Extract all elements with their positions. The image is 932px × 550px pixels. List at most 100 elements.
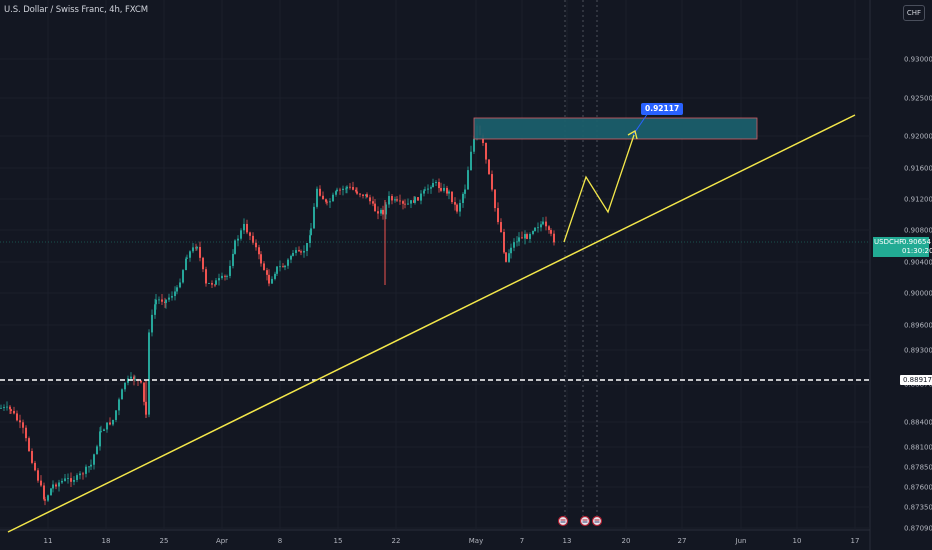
candle-body — [103, 429, 105, 431]
price-tick-label: 0.92500 — [904, 95, 932, 103]
event-icon-stripe — [560, 519, 566, 521]
time-tick-label: 25 — [160, 537, 169, 545]
ascending-trendline — [7, 114, 856, 533]
candle-body — [232, 253, 234, 266]
candle-body — [391, 196, 393, 201]
price-tick-label: 0.87600 — [904, 484, 932, 492]
candle-body — [58, 482, 60, 487]
candle-body — [298, 250, 300, 252]
event-icon-stripe — [594, 521, 600, 523]
candle-body — [274, 273, 276, 279]
candle-body — [440, 188, 442, 191]
candle-body — [526, 234, 528, 239]
economic-event-icon[interactable] — [579, 515, 591, 527]
candle-body — [189, 251, 191, 258]
candle-body — [215, 280, 217, 285]
candle-body — [432, 182, 434, 188]
candle-body — [322, 195, 324, 200]
candle-body — [43, 485, 45, 500]
candle-body — [140, 380, 142, 383]
event-icon-stripe — [582, 519, 588, 521]
candle-body — [79, 473, 81, 476]
price-tick-label: 0.91200 — [904, 196, 932, 204]
candle-body — [377, 211, 379, 214]
price-tick-label: 0.89600 — [904, 322, 932, 330]
candle-body — [553, 233, 555, 243]
candle-body — [355, 189, 357, 192]
candle-body — [451, 191, 453, 203]
candle-body — [394, 199, 396, 201]
candle-body — [456, 204, 458, 212]
candle-body — [28, 438, 30, 452]
candle-body — [176, 287, 178, 292]
candle-body — [100, 430, 102, 432]
candle-body — [76, 475, 78, 480]
candle-body — [372, 201, 374, 204]
candle-body — [246, 223, 248, 233]
candle-body — [349, 186, 351, 188]
candle-body — [325, 199, 327, 202]
candle-body — [402, 201, 404, 204]
candle-body — [345, 188, 347, 190]
price-tick-label: 0.87350 — [904, 504, 932, 512]
candle-body — [485, 143, 487, 160]
drawings — [0, 112, 870, 533]
candle-body — [249, 232, 251, 236]
candle-body — [186, 257, 188, 259]
time-tick-label: Apr — [216, 537, 228, 545]
candle-body — [118, 399, 120, 411]
candle-body — [64, 478, 66, 481]
candle-body — [505, 252, 507, 262]
candle-body — [306, 243, 308, 252]
candle-body — [470, 151, 472, 171]
candle-body — [335, 191, 337, 195]
candle-body — [154, 304, 156, 315]
candle-body — [115, 410, 117, 420]
current-price-tag: USDCHF 0.90654 01:30:20 — [873, 237, 932, 257]
event-icon-bg — [579, 515, 591, 527]
candle-body — [22, 422, 24, 428]
time-tick-label: 20 — [622, 537, 631, 545]
candle-body — [382, 209, 384, 215]
projection-arrowhead — [627, 130, 638, 140]
time-tick-label: 10 — [793, 537, 802, 545]
candle-body — [339, 189, 341, 191]
price-tick-label: 0.92000 — [904, 133, 932, 141]
candle-body — [374, 203, 376, 212]
candle-body — [13, 410, 15, 414]
candle-body — [112, 419, 114, 425]
economic-event-icon[interactable] — [591, 515, 603, 527]
candle-body — [404, 203, 406, 205]
candle-body — [276, 266, 278, 274]
candle-body — [356, 191, 358, 194]
candle-body — [329, 201, 331, 203]
candle-body — [199, 246, 201, 258]
candle-body — [359, 193, 361, 195]
candle-body — [467, 170, 469, 190]
candle-body — [16, 413, 18, 421]
candle-body — [438, 182, 440, 189]
candle-body — [336, 189, 338, 192]
candle-body — [292, 252, 294, 256]
currency-button[interactable]: CHF — [903, 5, 925, 21]
candle-body — [303, 251, 305, 253]
candle-body — [332, 194, 334, 202]
price-tick-label: 0.91600 — [904, 165, 932, 173]
price-tick-label: 0.90000 — [904, 290, 932, 298]
candle-body — [37, 470, 39, 481]
candle-body — [185, 258, 187, 271]
candle-body — [287, 259, 289, 266]
candle-body — [237, 238, 239, 241]
candle-body — [19, 420, 21, 423]
candle-body — [491, 174, 493, 190]
candle-body — [369, 197, 371, 202]
candle-body — [513, 242, 515, 248]
candle-body — [90, 464, 92, 467]
candle-body — [9, 406, 11, 410]
candle-body — [346, 186, 348, 189]
time-tick-label: 11 — [44, 537, 53, 545]
economic-event-icon[interactable] — [557, 515, 569, 527]
current-price-value: 0.90654 — [902, 238, 931, 246]
